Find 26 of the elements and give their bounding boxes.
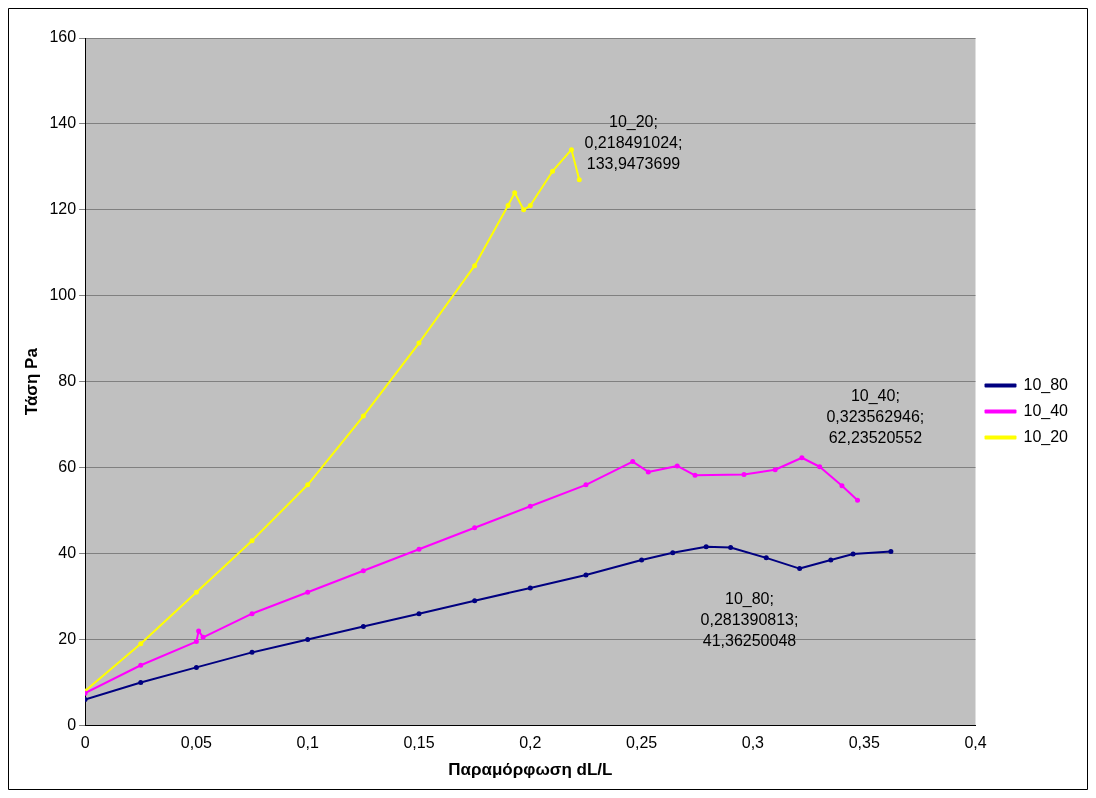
y-tick-label: 20 — [58, 629, 77, 647]
x-axis-title: Παραμόρφωση dL/L — [448, 760, 613, 780]
y-tick-label: 60 — [58, 458, 77, 476]
y-tick-label: 100 — [49, 286, 77, 304]
x-tick-label: 0,15 — [403, 734, 435, 752]
x-tick-label: 0,25 — [626, 734, 658, 752]
y-axis-title: Τάση Pa — [21, 347, 41, 416]
legend-label: 10_20 — [1023, 427, 1069, 446]
x-tick-label: 0,05 — [180, 734, 213, 752]
x-tick-label: 0,3 — [741, 734, 765, 752]
x-tick-label: 0,2 — [519, 734, 542, 752]
y-tick-label: 140 — [49, 114, 77, 132]
y-tick-label: 120 — [49, 200, 77, 218]
y-tick-label: 80 — [58, 372, 77, 390]
annotation: 10_20; 0,218491024; 133,9473699 — [584, 113, 683, 173]
legend-label: 10_40 — [1023, 401, 1069, 420]
y-tick-label: 0 — [67, 715, 77, 733]
x-tick-label: 0,1 — [296, 734, 319, 752]
x-tick-label: 0,4 — [964, 734, 987, 752]
annotation: 10_40; 0,323562946; 62,23520552 — [826, 387, 925, 447]
y-tick-label: 160 — [49, 28, 77, 46]
annotation: 10_80; 0,281390813; 41,36250048 — [700, 590, 799, 650]
x-tick-label: 0 — [80, 734, 90, 752]
x-tick-label: 0,35 — [848, 734, 880, 752]
legend-label: 10_80 — [1023, 375, 1069, 394]
y-tick-label: 40 — [58, 543, 77, 561]
